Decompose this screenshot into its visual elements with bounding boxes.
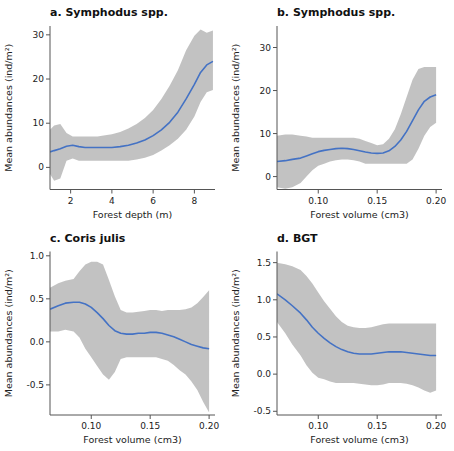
x-tick-label: 0.20	[426, 196, 446, 206]
y-tick	[46, 341, 50, 342]
y-tick-label: 0.0	[30, 337, 45, 347]
y-tick-label: 10	[260, 129, 272, 139]
y-tick	[273, 411, 277, 412]
confidence-band	[50, 262, 209, 413]
x-tick-label: 0.15	[140, 421, 160, 431]
x-tick-label: 0.10	[308, 421, 328, 431]
x-axis-line	[50, 189, 215, 190]
y-tick	[273, 374, 277, 375]
x-tick-label: 8	[192, 196, 198, 206]
panel: 0.10 0.15 0.20 -0.5 0.0 0.5 1.0 1.5 Forest volum…	[230, 232, 446, 446]
y-tick	[46, 255, 50, 256]
y-tick	[273, 47, 277, 48]
panel: 2 4 6 8 0 10 20 30 Forest depth (m) Mean abundanc…	[3, 6, 215, 220]
y-tick	[273, 133, 277, 134]
x-tick	[377, 415, 378, 419]
line	[50, 61, 213, 152]
y-axis-label: Mean abundances (ind/m²)	[3, 269, 14, 397]
x-axis-label: Forest volume (cm3)	[83, 434, 181, 445]
y-axis-line	[277, 26, 278, 190]
plot-area	[277, 67, 436, 189]
x-tick-label: 0.20	[426, 421, 446, 431]
y-tick-label: 20	[33, 74, 45, 84]
y-axis-label: Mean abundances (ind/m²)	[230, 269, 241, 397]
x-tick-label: 0.15	[367, 196, 387, 206]
y-axis-line	[50, 26, 51, 190]
x-tick	[91, 415, 92, 419]
confidence-band	[277, 263, 436, 393]
y-axis-label: Mean abundances (ind/m²)	[3, 44, 14, 172]
x-axis-line	[50, 415, 215, 416]
background	[0, 0, 454, 451]
y-tick	[273, 90, 277, 91]
y-tick	[46, 79, 50, 80]
y-tick	[46, 167, 50, 168]
x-tick	[70, 190, 71, 194]
y-tick-label: 1.0	[257, 295, 272, 305]
y-tick-label: -0.5	[253, 406, 271, 416]
x-tick-label: 4	[109, 196, 115, 206]
figure: 2 4 6 8 0 10 20 30 Forest depth (m) Mean abundanc…	[0, 0, 454, 451]
plot-area	[50, 30, 213, 181]
x-tick-label: 6	[150, 196, 156, 206]
line	[50, 302, 209, 348]
confidence-band	[277, 67, 436, 189]
y-tick	[46, 298, 50, 299]
confidence-band	[50, 30, 213, 181]
x-tick	[318, 415, 319, 419]
x-tick	[436, 190, 437, 194]
y-tick-label: 0	[38, 162, 44, 172]
panel: 0.10 0.15 0.20 -0.5 0.0 0.5 1.0 Forest volume (…	[3, 232, 219, 446]
y-tick	[46, 384, 50, 385]
y-tick-label: 0.5	[257, 332, 271, 342]
y-axis-line	[50, 252, 51, 416]
x-axis-line	[277, 415, 442, 416]
x-tick-label: 0.20	[199, 421, 219, 431]
title: c. Coris julis	[50, 232, 126, 245]
x-axis-label: Forest depth (m)	[93, 209, 173, 220]
y-tick	[273, 299, 277, 300]
y-tick	[273, 262, 277, 263]
line	[277, 294, 436, 356]
title: a. Symphodus spp.	[50, 6, 168, 19]
x-tick	[436, 415, 437, 419]
plot-area	[50, 262, 209, 413]
y-tick-label: 30	[33, 30, 45, 40]
x-tick	[111, 190, 112, 194]
panel: 0.10 0.15 0.20 0 10 20 30 Forest volume (cm3) Me…	[230, 6, 446, 220]
title: d. BGT	[277, 232, 318, 245]
y-axis-line	[277, 252, 278, 416]
y-tick-label: 20	[260, 86, 272, 96]
x-tick	[377, 190, 378, 194]
x-axis-label: Forest volume (cm3)	[310, 209, 408, 220]
y-tick-label: 0.0	[257, 369, 272, 379]
x-axis-line	[277, 189, 442, 190]
plot-area	[277, 263, 436, 393]
x-tick-label: 0.10	[308, 196, 328, 206]
x-tick-label: 0.15	[367, 421, 387, 431]
y-tick-label: 0	[265, 172, 271, 182]
x-tick	[153, 190, 154, 194]
y-tick	[273, 336, 277, 337]
y-tick	[46, 123, 50, 124]
x-tick-label: 0.10	[81, 421, 101, 431]
line	[277, 95, 436, 162]
y-tick-label: 1.0	[30, 251, 45, 261]
y-tick-label: 0.5	[30, 294, 44, 304]
y-tick-label: 10	[33, 118, 45, 128]
x-tick	[209, 415, 210, 419]
y-tick-label: 1.5	[257, 258, 271, 268]
y-tick	[273, 176, 277, 177]
x-axis-label: Forest volume (cm3)	[310, 434, 408, 445]
y-tick	[46, 34, 50, 35]
x-tick	[150, 415, 151, 419]
y-tick-label: 30	[260, 43, 272, 53]
y-tick-label: -0.5	[26, 380, 44, 390]
x-tick	[194, 190, 195, 194]
x-tick	[318, 190, 319, 194]
title: b. Symphodus spp.	[277, 6, 395, 19]
y-axis-label: Mean abundances (ind/m²)	[230, 44, 241, 172]
x-tick-label: 2	[68, 196, 74, 206]
